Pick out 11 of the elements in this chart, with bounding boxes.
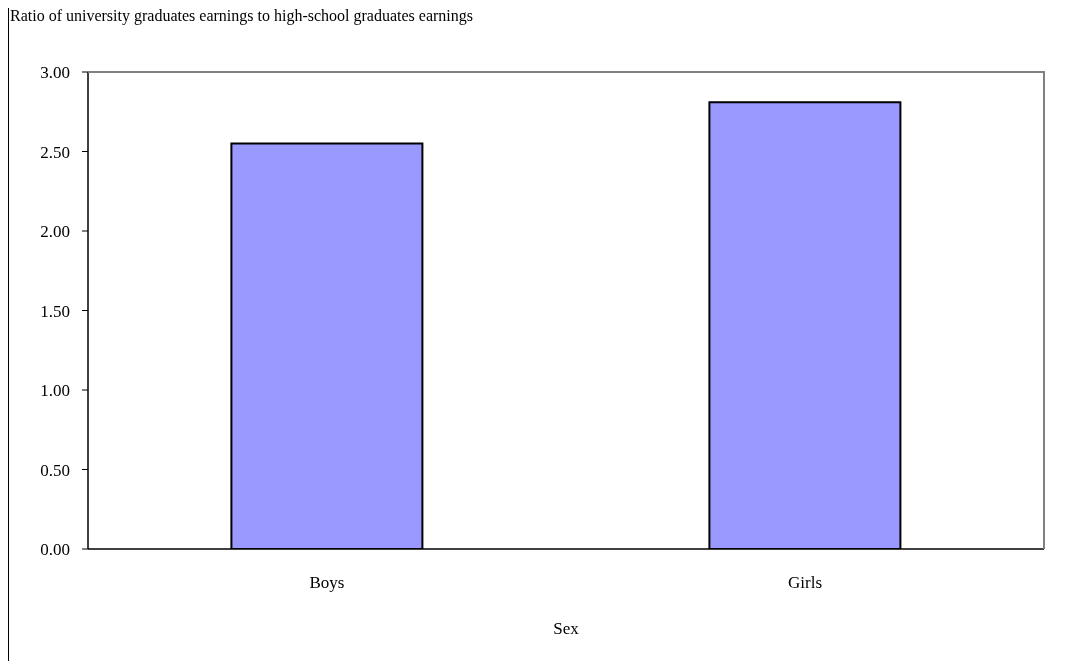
x-axis-title: Sex xyxy=(553,619,580,638)
y-tick-label: 1.50 xyxy=(40,301,70,321)
y-tick-label: 2.50 xyxy=(40,142,70,162)
y-axis-title: Ratio of university graduates earnings to high-school graduates earnings xyxy=(10,6,473,26)
y-tick-label: 0.50 xyxy=(40,460,70,480)
x-tick-label: Boys xyxy=(309,573,345,593)
y-tick-label: 1.00 xyxy=(40,381,70,401)
y-tick-label: 2.00 xyxy=(40,222,70,242)
y-tick-label: 3.00 xyxy=(40,63,70,83)
y-tick-label: 0.00 xyxy=(40,540,70,560)
x-tick-label: Girls xyxy=(788,573,822,593)
